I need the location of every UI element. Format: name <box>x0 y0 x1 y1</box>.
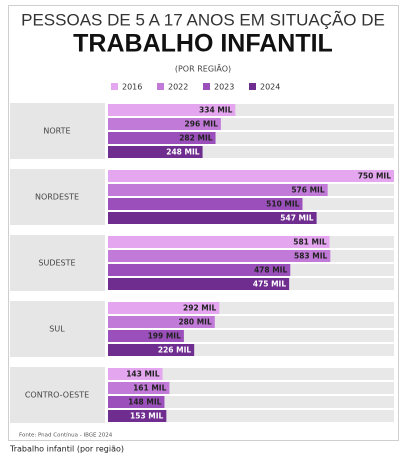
legend-label: 2024 <box>260 83 280 92</box>
category-label: SUL <box>49 325 65 334</box>
bar <box>108 382 170 394</box>
bar <box>108 198 303 210</box>
bar <box>108 212 317 224</box>
bar <box>108 316 215 328</box>
value-label: 475 MIL <box>253 280 287 289</box>
legend-label: 2022 <box>168 83 188 92</box>
value-label: 478 MIL <box>254 266 288 275</box>
value-label: 280 MIL <box>178 318 212 327</box>
value-label: 226 MIL <box>158 346 192 355</box>
chart-title-emphasis: TRABALHO INFANTIL <box>73 30 333 58</box>
bar <box>108 330 184 342</box>
value-label: 581 MIL <box>293 238 327 247</box>
bar <box>108 410 167 422</box>
bar <box>108 132 216 144</box>
bar <box>108 184 328 196</box>
category-panel <box>10 367 105 423</box>
bar-track <box>108 368 394 380</box>
category-panel <box>10 301 105 357</box>
category-label: SUDESTE <box>38 259 75 268</box>
bar <box>108 302 220 314</box>
value-label: 153 MIL <box>130 412 164 421</box>
bar <box>108 264 291 276</box>
legend-label: 2023 <box>214 83 234 92</box>
value-label: 576 MIL <box>291 186 325 195</box>
bar-track <box>108 396 394 408</box>
source: Fonte: Pnad Contínua - IBGE 2024 <box>19 432 113 439</box>
caption: Trabalho infantil (por região) <box>9 445 124 454</box>
bar-track <box>108 382 394 394</box>
legend-swatch <box>203 83 210 90</box>
value-label: 583 MIL <box>294 252 328 261</box>
bar <box>108 278 290 290</box>
category-label: CONTRO-OESTE <box>25 391 89 400</box>
bar <box>108 236 330 248</box>
value-label: 750 MIL <box>358 172 392 181</box>
value-label: 547 MIL <box>280 214 314 223</box>
category-label: NORTE <box>43 127 70 136</box>
value-label: 334 MIL <box>199 106 233 115</box>
category-label: NORDESTE <box>35 193 79 202</box>
value-label: 510 MIL <box>266 200 300 209</box>
legend-label: 2016 <box>122 83 142 92</box>
bar <box>108 146 203 158</box>
category-panel <box>10 235 105 291</box>
value-label: 199 MIL <box>148 332 182 341</box>
value-label: 143 MIL <box>126 370 160 379</box>
value-label: 292 MIL <box>183 304 217 313</box>
bar-track <box>108 410 394 422</box>
category-panel <box>10 103 105 159</box>
value-label: 296 MIL <box>185 120 219 129</box>
value-label: 161 MIL <box>133 384 167 393</box>
bar <box>108 396 165 408</box>
bar <box>108 118 221 130</box>
legend-swatch <box>111 83 118 90</box>
value-label: 248 MIL <box>166 148 200 157</box>
value-label: 148 MIL <box>128 398 162 407</box>
legend-swatch <box>249 83 256 90</box>
category-panel <box>10 169 105 225</box>
subtitle: (POR REGIÃO) <box>175 64 231 74</box>
bar <box>108 170 394 182</box>
value-label: 282 MIL <box>179 134 213 143</box>
bar <box>108 104 236 116</box>
bar <box>108 344 195 356</box>
bar <box>108 368 163 380</box>
legend-swatch <box>157 83 164 90</box>
bar <box>108 250 331 262</box>
chart-title: PESSOAS DE 5 A 17 ANOS EM SITUAÇÃO DE <box>21 10 385 29</box>
